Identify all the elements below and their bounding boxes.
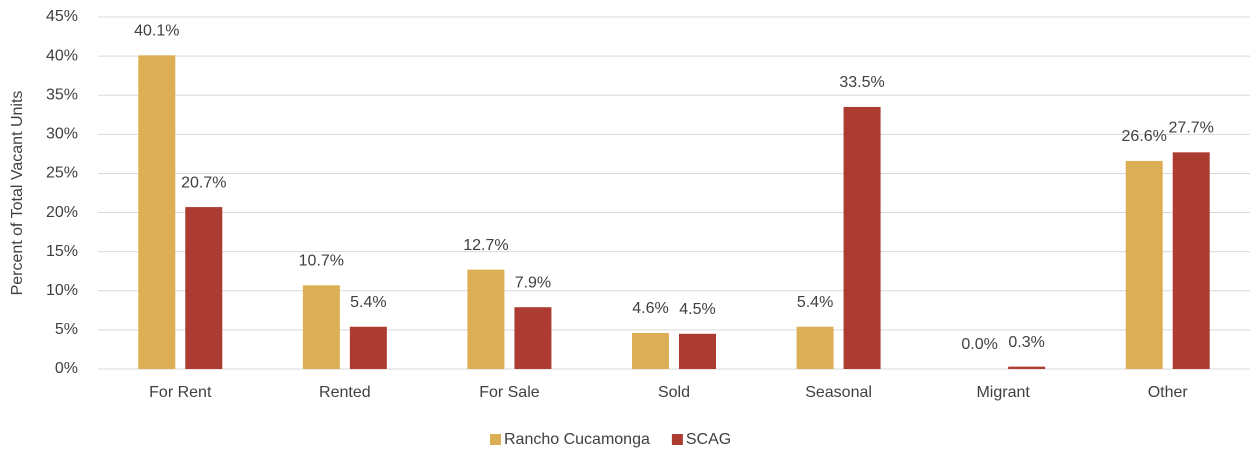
bar	[632, 333, 669, 369]
value-label: 0.3%	[1008, 334, 1044, 351]
value-label: 40.1%	[134, 23, 179, 40]
value-label: 4.5%	[679, 301, 715, 318]
value-label: 7.9%	[515, 274, 551, 291]
bar	[1008, 366, 1046, 369]
x-tick-label: Rented	[319, 384, 371, 401]
x-tick-label: Migrant	[976, 384, 1030, 401]
value-label: 5.4%	[350, 294, 386, 311]
y-tick-label: 45%	[46, 8, 78, 25]
value-label: 5.4%	[797, 294, 833, 311]
y-tick-label: 20%	[46, 204, 78, 221]
y-tick-label: 35%	[46, 86, 78, 103]
x-tick-label: Sold	[658, 384, 690, 401]
value-label: 26.6%	[1122, 128, 1167, 145]
bar	[1172, 152, 1210, 369]
y-tick-label: 25%	[46, 165, 78, 182]
value-label: 10.7%	[299, 253, 344, 270]
bar	[302, 285, 340, 369]
y-tick-label: 15%	[46, 243, 78, 260]
x-tick-label: Seasonal	[805, 384, 872, 401]
legend-swatch	[490, 434, 501, 445]
value-label: 0.0%	[961, 336, 997, 353]
bar	[138, 55, 176, 369]
legend-label: Rancho Cucamonga	[504, 431, 650, 448]
bar	[467, 269, 505, 369]
legend-label: SCAG	[686, 431, 731, 448]
value-label: 20.7%	[181, 174, 226, 191]
bar	[185, 207, 223, 369]
y-axis-label: Percent of Total Vacant Units	[9, 91, 26, 296]
y-tick-label: 0%	[55, 360, 78, 377]
y-tick-label: 40%	[46, 47, 78, 64]
bar	[796, 326, 834, 369]
bar	[514, 307, 552, 369]
x-tick-label: Other	[1148, 384, 1189, 401]
value-label: 33.5%	[839, 74, 884, 91]
y-tick-label: 30%	[46, 126, 78, 143]
value-label: 4.6%	[632, 300, 668, 317]
x-tick-label: For Rent	[149, 384, 212, 401]
bar	[679, 333, 716, 369]
bar	[843, 106, 881, 369]
value-label: 12.7%	[463, 237, 508, 254]
x-tick-label: For Sale	[479, 384, 540, 401]
y-tick-label: 10%	[46, 282, 78, 299]
bar	[1125, 160, 1163, 369]
value-label: 27.7%	[1169, 120, 1214, 137]
legend-swatch	[671, 434, 683, 445]
bar	[349, 326, 387, 369]
y-tick-label: 5%	[55, 321, 78, 338]
